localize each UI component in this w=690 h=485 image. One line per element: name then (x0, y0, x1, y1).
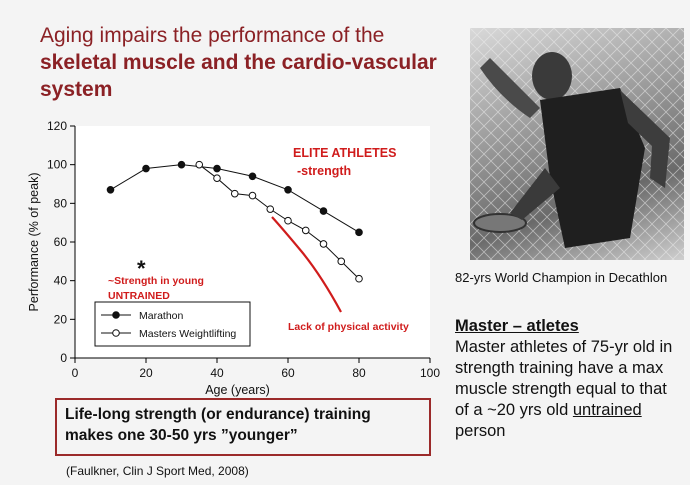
x-tick-label: 40 (210, 366, 224, 380)
weightlifting-point (248, 191, 257, 200)
marathon-point (142, 164, 150, 173)
marathon-point (106, 186, 115, 194)
x-axis-label: Age (years) (205, 383, 270, 397)
photo-caption: 82-yrs World Champion in Decathlon (455, 270, 668, 285)
weightlifting-point (337, 257, 346, 266)
marathon-point (248, 172, 257, 181)
citation: (Faulkner, Clin J Sport Med, 2008) (66, 464, 249, 478)
legend-entry: Marathon (139, 310, 184, 322)
legend-marker (112, 311, 120, 319)
chart-axes: 0 20 40 60 80 100 120 0 20 40 60 80 100 Performance (… (27, 119, 440, 397)
weightlifting-point (230, 189, 239, 198)
elite-athletes-label: ELITE ATHLETES (293, 146, 396, 160)
weightlifting-point (213, 174, 221, 182)
weightlifting-point (355, 274, 363, 283)
title-plain: Aging impairs the performance of the (40, 24, 385, 47)
conclusion-line-1: Life-long strength (or endurance) traini… (65, 406, 371, 423)
y-tick-label: 60 (54, 235, 68, 249)
x-tick-label: 0 (72, 366, 79, 380)
y-tick-label: 40 (54, 274, 68, 288)
y-tick-label: 0 (60, 351, 67, 365)
legend-marker (112, 329, 120, 337)
weightlifting-point (195, 160, 204, 169)
series-line-weightlifting (198, 164, 360, 280)
marathon-point (284, 186, 292, 194)
x-tick-label: 100 (420, 366, 440, 380)
marathon-point (319, 207, 328, 215)
y-axis-label: Performance (% of peak) (27, 173, 41, 312)
y-tick-label: 20 (54, 312, 68, 326)
y-tick-label: 120 (47, 119, 67, 133)
title-bold: skeletal muscle and the cardio-vascular … (40, 51, 437, 101)
inactivity-label: Lack of physical activity (288, 321, 409, 333)
series-line-marathon (110, 164, 360, 233)
conclusion-box: Life-long strength (or endurance) traini… (55, 398, 431, 456)
master-underlined-word: untrained (572, 401, 642, 419)
weightlifting-point (319, 240, 328, 248)
elite-strength-label: -strength (297, 164, 351, 178)
chart-series (106, 160, 363, 283)
marathon-point (177, 160, 186, 169)
legend-entry: Masters Weightlifting (139, 328, 236, 340)
young-untrained-label-1: ~Strength in young (108, 275, 204, 287)
master-body: Master athletes of 75-yr old in strength… (455, 338, 673, 419)
x-tick-label: 20 (139, 366, 153, 380)
slide-title: Aging impairs the performance of the ske… (40, 22, 460, 103)
performance-chart: 0 20 40 60 80 100 120 0 20 40 60 80 100 Performance (… (27, 119, 440, 397)
y-tick-label: 80 (54, 196, 68, 210)
athlete-photo (470, 28, 684, 260)
young-star-marker: * (137, 256, 146, 281)
conclusion-line-2: makes one 30-50 yrs ”younger” (65, 427, 298, 444)
weightlifting-point (284, 216, 292, 225)
chart-legend: Marathon Masters Weightlifting (94, 301, 251, 347)
marathon-point (355, 228, 363, 237)
athlete-illustration (470, 28, 684, 260)
x-tick-label: 60 (281, 366, 295, 380)
master-athletes-text: Master – atletes Master athletes of 75-y… (455, 316, 685, 442)
master-heading: Master – atletes (455, 317, 579, 335)
legend-box (94, 301, 251, 347)
marathon-point (213, 164, 221, 173)
x-tick-label: 80 (352, 366, 366, 380)
inactivity-decline-curve (271, 216, 342, 313)
weightlifting-point (301, 226, 310, 235)
master-body-end: person (455, 422, 506, 440)
young-untrained-label-2: UNTRAINED (108, 290, 170, 302)
y-tick-label: 100 (47, 158, 67, 172)
weightlifting-point (266, 205, 275, 213)
chart-annotations: ELITE ATHLETES -strength *~Strength in you… (108, 146, 409, 333)
